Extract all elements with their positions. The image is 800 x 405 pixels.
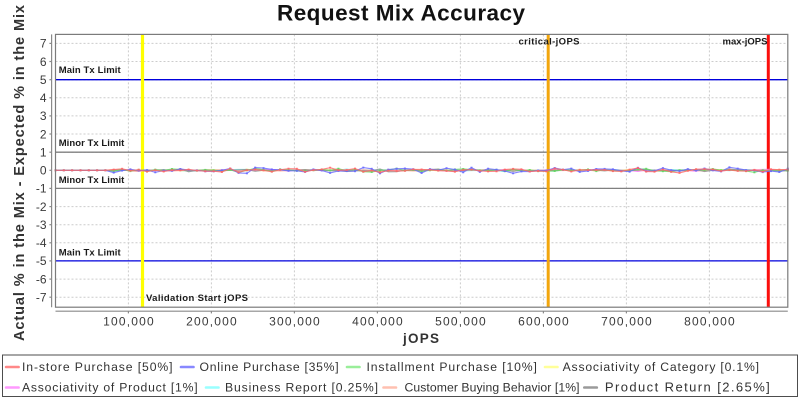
svg-text:Product Return [2.65%]: Product Return [2.65%]: [605, 380, 770, 395]
svg-text:max-jOPS: max-jOPS: [723, 36, 768, 47]
svg-text:Business Report [0.25%]: Business Report [0.25%]: [225, 381, 378, 395]
svg-text:Associativity of Category [0.1: Associativity of Category [0.1%]: [563, 360, 759, 374]
svg-text:Minor Tx Limit: Minor Tx Limit: [59, 175, 125, 186]
svg-text:800,000: 800,000: [684, 315, 735, 329]
svg-text:-3: -3: [36, 218, 47, 232]
svg-text:-2: -2: [36, 200, 47, 214]
svg-text:-7: -7: [36, 291, 47, 305]
svg-text:Associativity of Product [1%]: Associativity of Product [1%]: [22, 381, 198, 395]
svg-text:4: 4: [40, 91, 47, 105]
svg-text:Minor Tx Limit: Minor Tx Limit: [59, 138, 125, 149]
svg-text:Main Tx Limit: Main Tx Limit: [59, 248, 122, 259]
svg-text:-5: -5: [36, 254, 47, 268]
svg-text:100,000: 100,000: [103, 315, 154, 329]
svg-text:In-store Purchase [50%]: In-store Purchase [50%]: [22, 360, 173, 374]
svg-text:6: 6: [40, 55, 47, 69]
svg-text:5: 5: [40, 73, 47, 87]
svg-text:-1: -1: [36, 182, 47, 196]
svg-text:Online Purchase [35%]: Online Purchase [35%]: [200, 360, 339, 374]
svg-text:3: 3: [40, 109, 47, 123]
svg-text:0: 0: [40, 164, 47, 178]
svg-text:Actual % in the Mix - Expected: Actual % in the Mix - Expected % in the …: [12, 5, 28, 341]
svg-text:200,000: 200,000: [186, 315, 237, 329]
svg-text:300,000: 300,000: [269, 315, 320, 329]
svg-text:-4: -4: [36, 236, 47, 250]
svg-text:700,000: 700,000: [601, 315, 652, 329]
svg-text:1: 1: [40, 146, 47, 160]
svg-text:critical-jOPS: critical-jOPS: [519, 36, 580, 47]
svg-text:Main Tx Limit: Main Tx Limit: [59, 65, 122, 76]
svg-text:7: 7: [40, 37, 47, 51]
svg-text:Validation Start jOPS: Validation Start jOPS: [146, 293, 248, 304]
svg-text:jOPS: jOPS: [402, 331, 439, 346]
svg-text:2: 2: [40, 127, 47, 141]
svg-text:Customer Buying Behavior [1%]: Customer Buying Behavior [1%]: [405, 381, 580, 395]
svg-text:-6: -6: [36, 272, 47, 286]
svg-text:Request Mix Accuracy: Request Mix Accuracy: [277, 1, 525, 26]
svg-text:600,000: 600,000: [518, 315, 569, 329]
svg-text:500,000: 500,000: [435, 315, 486, 329]
svg-text:Installment Purchase [10%]: Installment Purchase [10%]: [367, 360, 537, 374]
svg-text:400,000: 400,000: [352, 315, 403, 329]
